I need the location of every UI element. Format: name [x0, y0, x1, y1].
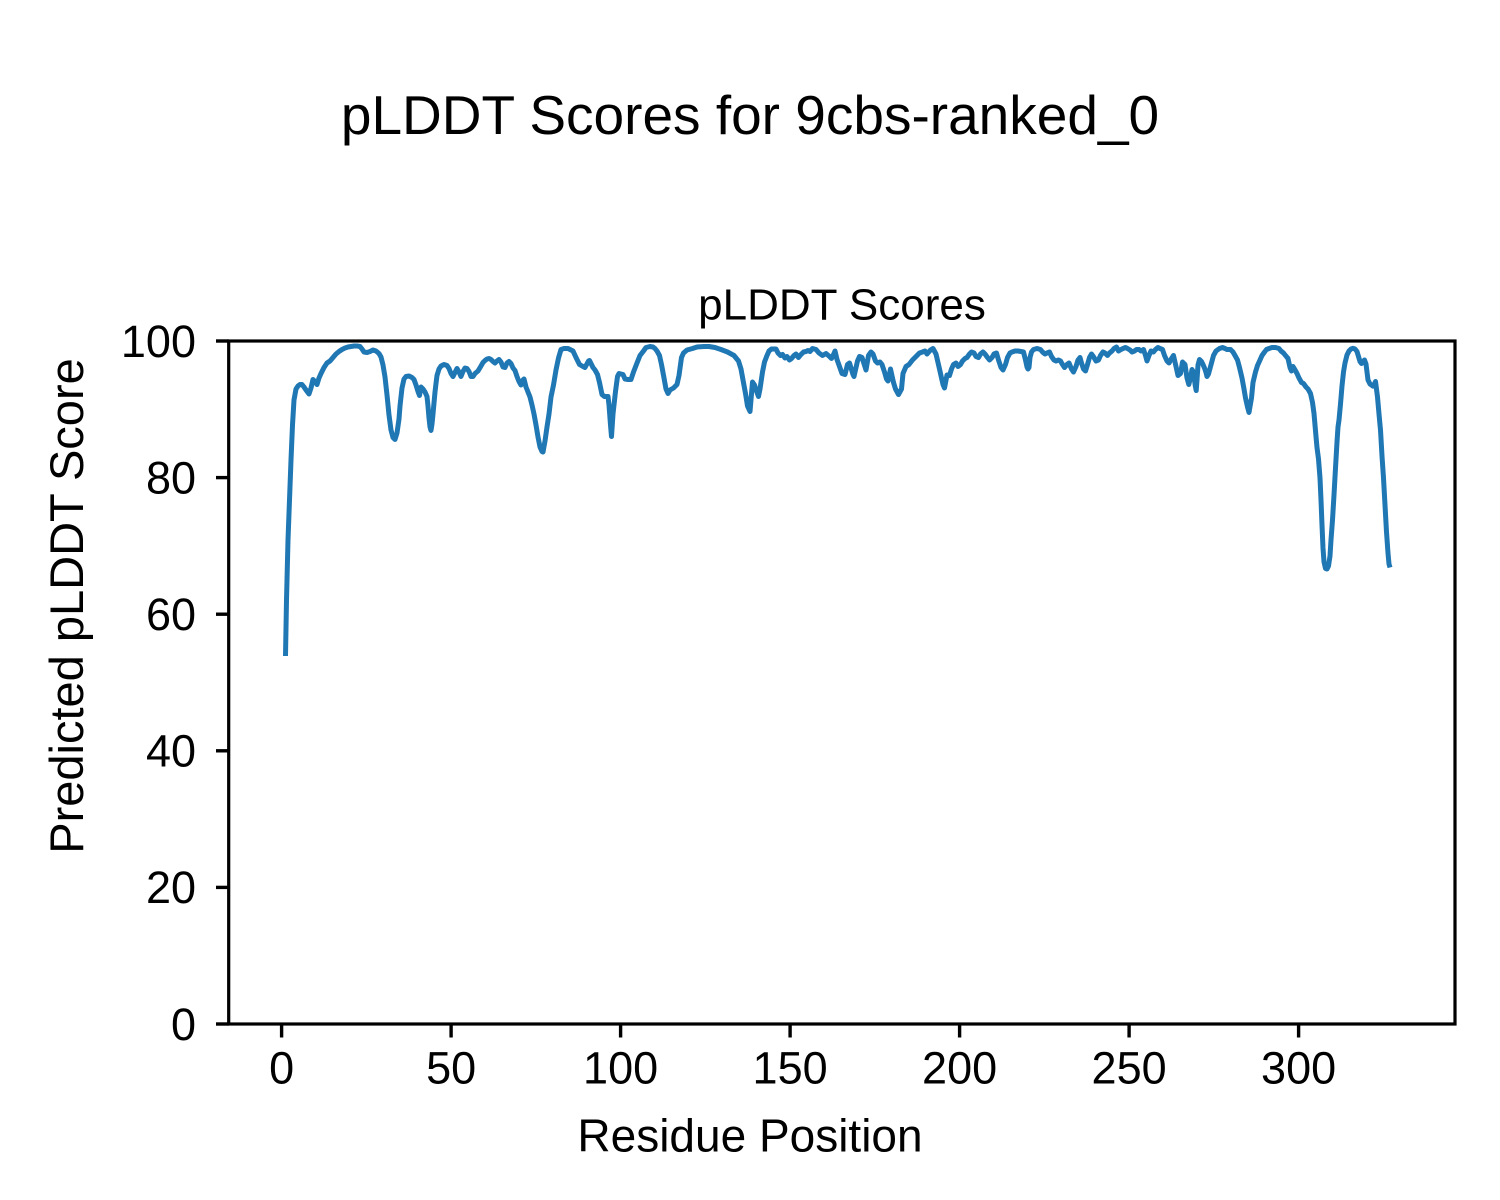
svg-text:60: 60: [146, 589, 196, 640]
svg-text:50: 50: [426, 1043, 476, 1094]
svg-text:40: 40: [146, 726, 196, 777]
svg-text:0: 0: [171, 999, 196, 1050]
svg-text:pLDDT Scores for 9cbs-ranked_0: pLDDT Scores for 9cbs-ranked_0: [341, 84, 1159, 146]
svg-text:Residue Position: Residue Position: [577, 1110, 922, 1162]
svg-text:100: 100: [583, 1043, 658, 1094]
svg-text:0: 0: [269, 1043, 294, 1094]
svg-text:150: 150: [753, 1043, 828, 1094]
svg-text:250: 250: [1092, 1043, 1167, 1094]
svg-text:200: 200: [922, 1043, 997, 1094]
svg-text:300: 300: [1261, 1043, 1336, 1094]
svg-text:80: 80: [146, 452, 196, 503]
svg-text:Predicted pLDDT Score: Predicted pLDDT Score: [40, 358, 93, 853]
svg-text:pLDDT Scores: pLDDT Scores: [698, 281, 986, 330]
svg-text:100: 100: [121, 316, 196, 367]
svg-text:20: 20: [146, 862, 196, 913]
